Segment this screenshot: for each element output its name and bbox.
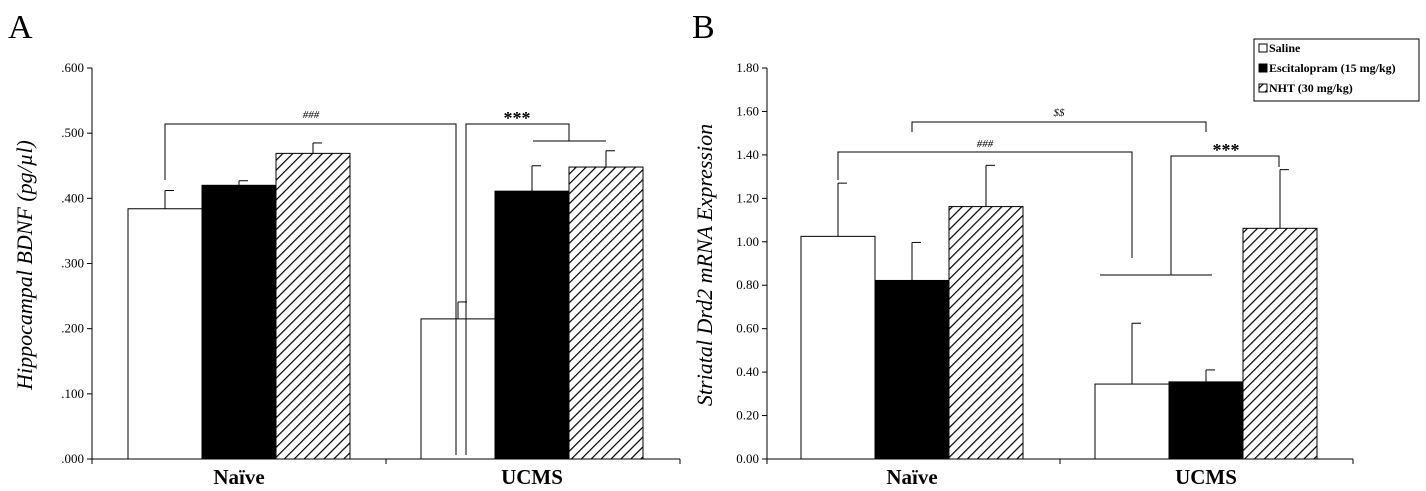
panel-b-y-axis-label: Striatal Drd2 mRNA Expression — [692, 124, 717, 406]
y-tick-label: .100 — [61, 386, 84, 401]
bar — [275, 152, 351, 460]
bar — [201, 184, 277, 460]
y-tick-label: 0.20 — [736, 408, 759, 423]
category-label: UCMS — [501, 465, 563, 489]
panel-a-y-axis-label: Hippocampal BDNF (pg/µl) — [12, 140, 37, 391]
y-tick-label: 0.40 — [736, 364, 759, 379]
y-tick-label: 1.40 — [736, 147, 759, 162]
significance-label: *** — [1213, 140, 1240, 160]
category-label: Naïve — [886, 465, 937, 489]
y-tick-label: .000 — [61, 451, 84, 466]
y-tick-label: 1.20 — [736, 190, 759, 205]
y-tick-label: 1.60 — [736, 103, 759, 118]
bar — [568, 166, 644, 460]
panel-b-label: B — [692, 9, 715, 46]
significance-bracket — [164, 123, 457, 455]
legend-label-escitalopram: Escitalopram (15 mg/kg) — [1269, 61, 1396, 75]
panel-b-plot: 0.00 0.20 0.40 0.60 0.80 1.00 1.20 1.40 1.60 1.80… — [736, 60, 1354, 489]
bar — [948, 206, 1024, 460]
bar — [1242, 227, 1318, 460]
legend-swatch-nht — [1258, 83, 1268, 93]
y-tick-label: 0.60 — [736, 321, 759, 336]
bar — [1168, 381, 1244, 460]
category-label: Naïve — [213, 465, 264, 489]
bar — [800, 235, 876, 460]
category-label: UCMS — [1175, 465, 1237, 489]
y-tick-label: .300 — [61, 256, 84, 271]
legend-label-saline: Saline — [1269, 41, 1301, 55]
significance-label: $$ — [1054, 107, 1066, 119]
bar — [127, 208, 203, 460]
y-tick-label: 0.80 — [736, 277, 759, 292]
significance-bracket — [465, 123, 570, 455]
bar — [1094, 383, 1170, 460]
y-tick-label: 1.00 — [736, 234, 759, 249]
legend-label-nht: NHT (30 mg/kg) — [1269, 81, 1353, 95]
bar — [420, 318, 496, 460]
y-tick-label: 0.00 — [736, 451, 759, 466]
legend-box — [1253, 38, 1420, 102]
significance-label: *** — [504, 108, 531, 128]
bar — [494, 190, 570, 460]
legend-swatch-escitalopram — [1258, 63, 1268, 73]
significance-label: ### — [977, 138, 994, 150]
panel-a-plot: .000 .100 .200 .300 .400 .500 .600 Naïve UCMS ###… — [61, 60, 681, 489]
y-tick-label: 1.80 — [736, 60, 759, 75]
bar — [874, 279, 950, 460]
panel-a-label: A — [8, 9, 33, 46]
legend: Saline Escitalopram (15 mg/kg) NHT (30 m… — [1253, 38, 1420, 102]
y-tick-label: .400 — [61, 190, 84, 205]
significance-label: ### — [303, 109, 320, 121]
significance-bracket — [837, 151, 1133, 258]
legend-swatch-saline — [1258, 43, 1268, 53]
y-tick-label: .200 — [61, 321, 84, 336]
y-tick-label: .500 — [61, 125, 84, 140]
significance-bracket — [911, 121, 1207, 132]
significance-bracket — [1170, 155, 1280, 275]
y-tick-label: .600 — [61, 60, 84, 75]
